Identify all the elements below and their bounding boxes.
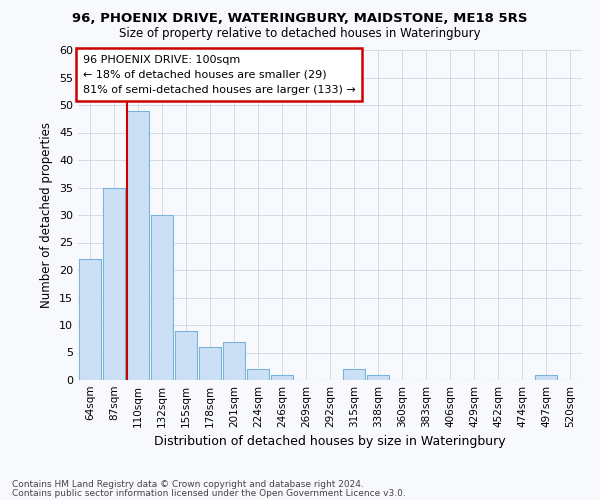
Bar (103, 188, 125, 380)
Text: 96 PHOENIX DRIVE: 100sqm
← 18% of detached houses are smaller (29)
81% of semi-d: 96 PHOENIX DRIVE: 100sqm ← 18% of detach… (83, 55, 356, 94)
Bar (175, 330, 197, 380)
Bar (151, 215, 173, 380)
Bar (367, 374, 389, 380)
Bar (223, 342, 245, 380)
Bar (247, 369, 269, 380)
Bar (343, 369, 365, 380)
X-axis label: Distribution of detached houses by size in Wateringbury: Distribution of detached houses by size … (154, 436, 506, 448)
Y-axis label: Number of detached properties: Number of detached properties (40, 122, 53, 308)
Text: Size of property relative to detached houses in Wateringbury: Size of property relative to detached ho… (119, 28, 481, 40)
Text: 96, PHOENIX DRIVE, WATERINGBURY, MAIDSTONE, ME18 5RS: 96, PHOENIX DRIVE, WATERINGBURY, MAIDSTO… (72, 12, 528, 26)
Bar (199, 347, 221, 380)
Bar (79, 259, 101, 380)
Text: Contains public sector information licensed under the Open Government Licence v3: Contains public sector information licen… (12, 488, 406, 498)
Text: Contains HM Land Registry data © Crown copyright and database right 2024.: Contains HM Land Registry data © Crown c… (12, 480, 364, 489)
Bar (535, 374, 557, 380)
Bar (127, 110, 149, 380)
Bar (271, 374, 293, 380)
